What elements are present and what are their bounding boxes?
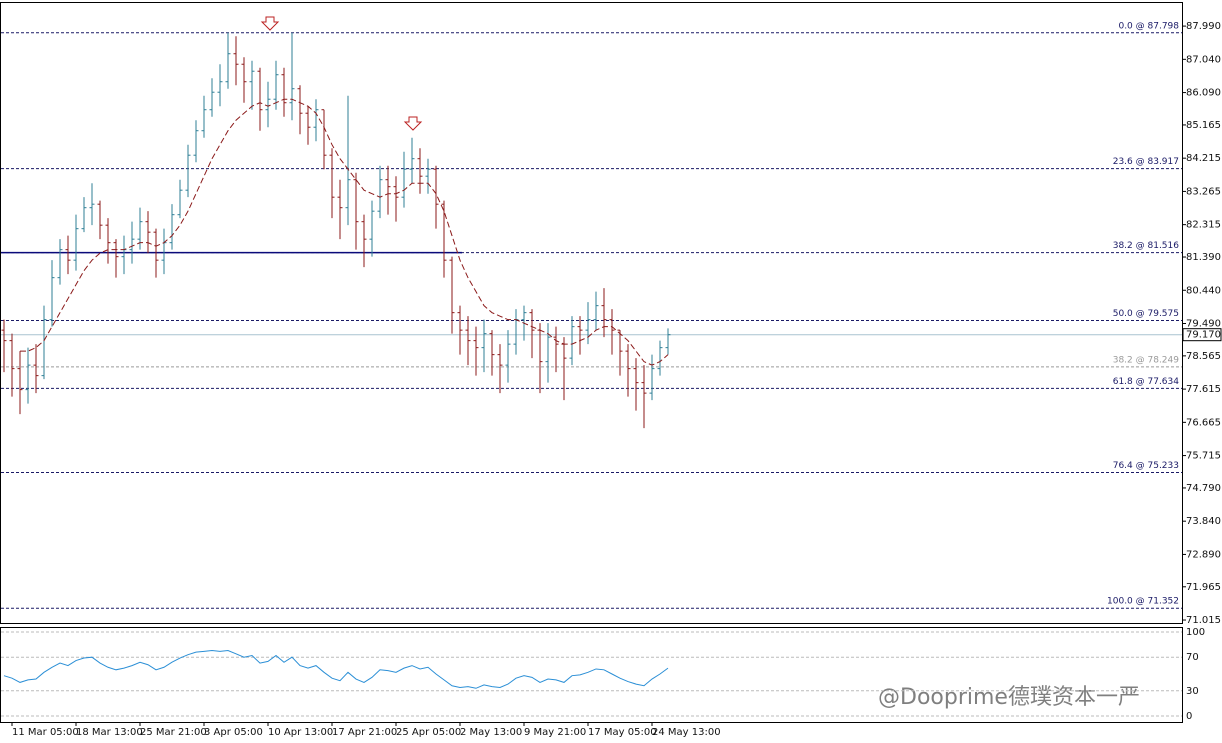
y-tick-label: 83.265 <box>1186 186 1221 197</box>
x-tick-label: 17 Apr 21:00 <box>332 727 397 738</box>
x-tick-label: 25 Mar 21:00 <box>140 727 207 738</box>
y-tick-label: 87.040 <box>1186 54 1221 65</box>
fib-label: 50.0 @ 79.575 <box>1113 309 1179 319</box>
y-tick-label: 78.565 <box>1186 351 1221 362</box>
y-tick-label: 75.715 <box>1186 451 1221 462</box>
fib-label: 100.0 @ 71.352 <box>1107 597 1179 607</box>
y-tick-label: 30 <box>1186 686 1199 697</box>
fib-label: 38.2 @ 78.249 <box>1113 355 1180 365</box>
y-tick-label: 79.490 <box>1186 318 1221 329</box>
last-price-label: 79.170 <box>1186 330 1221 341</box>
arrow-marker <box>260 16 280 31</box>
y-tick-label: 80.440 <box>1186 285 1221 296</box>
y-tick-label: 71.965 <box>1186 582 1221 593</box>
y-tick-label: 85.165 <box>1186 120 1221 131</box>
fib-label: 61.8 @ 77.634 <box>1113 377 1180 387</box>
last-price-box <box>1182 328 1222 342</box>
x-tick-label: 17 May 05:00 <box>588 727 657 738</box>
y-tick-label: 72.890 <box>1186 549 1221 560</box>
x-tick-label: 10 Apr 13:00 <box>268 727 333 738</box>
y-tick-label: 0 <box>1186 711 1192 722</box>
y-tick-label: 87.990 <box>1186 21 1221 32</box>
x-tick-label: 24 May 13:00 <box>652 727 721 738</box>
rsi-panel <box>0 627 1183 723</box>
y-tick-label: 73.840 <box>1186 516 1221 527</box>
x-tick-label: 18 Mar 13:00 <box>76 727 143 738</box>
y-tick-label: 70 <box>1186 652 1199 663</box>
y-tick-label: 77.615 <box>1186 384 1221 395</box>
y-tick-label: 71.015 <box>1186 615 1221 626</box>
x-tick-label: 2 May 13:00 <box>460 727 522 738</box>
arrow-marker <box>403 116 423 131</box>
y-tick-label: 74.790 <box>1186 483 1221 494</box>
fib-label: 76.4 @ 75.233 <box>1113 461 1179 471</box>
y-tick-label: 84.215 <box>1186 153 1221 164</box>
y-tick-label: 82.315 <box>1186 220 1221 231</box>
fib-label: 0.0 @ 87.798 <box>1118 21 1179 31</box>
x-tick-label: 11 Mar 05:00 <box>12 727 79 738</box>
y-tick-label: 76.665 <box>1186 417 1221 428</box>
x-tick-label: 25 Apr 05:00 <box>396 727 461 738</box>
watermark: @Dooprime德璞资本一严 <box>878 685 1140 710</box>
y-tick-label: 100 <box>1186 627 1205 638</box>
x-tick-label: 3 Apr 05:00 <box>204 727 263 738</box>
y-tick-label: 86.090 <box>1186 88 1221 99</box>
fib-label: 38.2 @ 81.516 <box>1113 241 1180 251</box>
fib-label: 23.6 @ 83.917 <box>1113 157 1179 167</box>
main-panel <box>0 2 1183 624</box>
y-tick-label: 81.390 <box>1186 252 1221 263</box>
x-tick-label: 9 May 21:00 <box>524 727 586 738</box>
rsi-line <box>3 649 669 689</box>
